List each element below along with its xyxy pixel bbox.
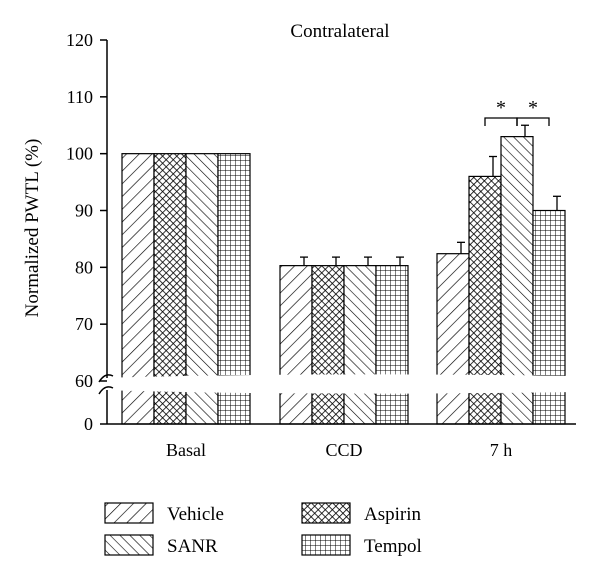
- error-bar: [457, 241, 465, 254]
- y-tick-label: 110: [67, 87, 93, 107]
- error-bar: [553, 195, 561, 211]
- bar-vehicle-ccd: [279, 265, 313, 425]
- y-axis-label: Normalized PWTL (%): [22, 139, 43, 318]
- y-tick-label: 0: [84, 414, 93, 434]
- axis-break-gap: [99, 374, 575, 394]
- y-tick-label: 120: [66, 30, 93, 50]
- y-tick-label: 60: [75, 371, 93, 391]
- significance-star: *: [528, 97, 538, 119]
- legend-label: Tempol: [364, 536, 422, 557]
- significance-bracket: *: [516, 97, 550, 126]
- legend-item-tempol: Tempol: [301, 534, 422, 557]
- error-bar: [364, 256, 372, 266]
- legend-label: Vehicle: [167, 504, 224, 525]
- significance-bracket: *: [484, 97, 518, 126]
- y-tick-label: 100: [66, 144, 93, 164]
- bar-aspirin-ccd: [311, 265, 345, 425]
- error-bar: [332, 256, 340, 266]
- x-tick-label: 7 h: [490, 440, 513, 460]
- y-tick-label: 70: [75, 314, 93, 334]
- legend-item-aspirin: Aspirin: [301, 502, 422, 525]
- x-tick-label: CCD: [325, 440, 362, 460]
- error-bar: [489, 155, 497, 177]
- legend-swatch: [104, 534, 154, 556]
- legend-swatch: [301, 502, 351, 524]
- bar-vehicle-7-h: [436, 253, 470, 425]
- legend-label: SANR: [167, 536, 218, 557]
- bar-sanr-ccd: [343, 265, 377, 425]
- legend-item-sanr: SANR: [104, 534, 218, 557]
- significance-star: *: [496, 97, 506, 119]
- plot-area: 0 60 70 80 90 100 110 120 Basal CCD 7 h * *: [66, 30, 576, 460]
- bar-tempol-ccd: [375, 265, 409, 425]
- y-tick-label: 90: [75, 201, 93, 221]
- legend-swatch: [301, 534, 351, 556]
- legend-swatch: [104, 502, 154, 524]
- legend: Vehicle Aspirin SANR Tempol: [104, 502, 422, 557]
- legend-label: Aspirin: [364, 504, 422, 525]
- error-bar: [300, 256, 308, 266]
- legend-item-vehicle: Vehicle: [104, 502, 224, 525]
- y-tick-label: 80: [75, 257, 93, 277]
- x-tick-label: Basal: [166, 440, 206, 460]
- chart-title: Contralateral: [290, 21, 389, 42]
- error-bar: [521, 124, 529, 137]
- error-bar: [396, 256, 404, 266]
